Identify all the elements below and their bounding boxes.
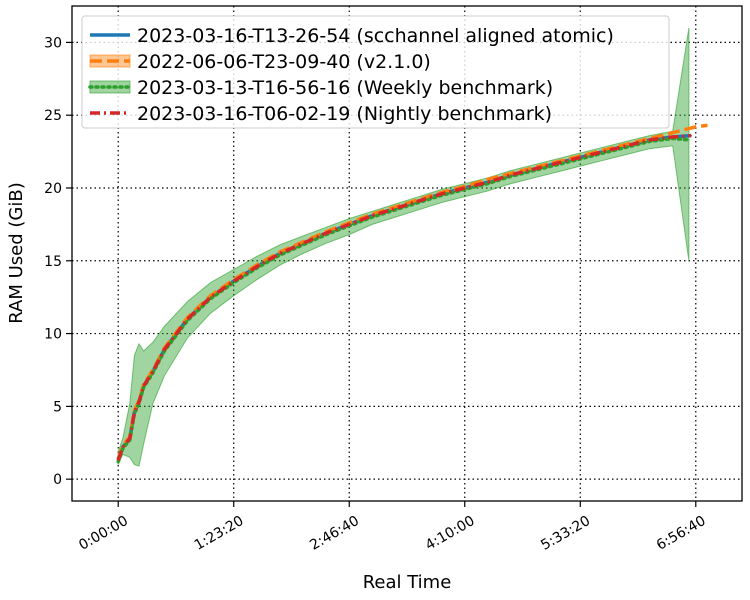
series-1-point bbox=[625, 143, 628, 145]
legend: 2023-03-16-T13-26-54 (scchannel aligned … bbox=[81, 15, 670, 129]
series-3-point bbox=[625, 145, 628, 147]
series-3-point bbox=[690, 135, 692, 137]
legend-label-0: 2023-03-16-T13-26-54 (scchannel aligned … bbox=[137, 25, 614, 47]
series-2-point bbox=[371, 216, 373, 218]
series-3-point bbox=[579, 156, 581, 158]
series-3-point bbox=[464, 187, 466, 189]
series-3-point bbox=[672, 136, 674, 138]
confidence-bands bbox=[117, 27, 690, 467]
series-3-point bbox=[533, 168, 535, 170]
series-3-point bbox=[348, 223, 350, 225]
series-3-point bbox=[602, 151, 605, 153]
series-2-point bbox=[625, 146, 628, 148]
series-1-point bbox=[210, 295, 212, 297]
series-2-point bbox=[143, 386, 145, 388]
y-tick-label: 15 bbox=[44, 254, 62, 270]
series-lines bbox=[116, 123, 708, 464]
series-3-point bbox=[133, 411, 135, 413]
series-3-point bbox=[163, 349, 165, 351]
series-2-point bbox=[233, 282, 235, 284]
series-2-point bbox=[394, 209, 396, 211]
y-tick-label: 0 bbox=[53, 472, 62, 488]
series-1-point bbox=[487, 178, 489, 180]
series-3-point bbox=[510, 174, 512, 176]
legend-box bbox=[81, 15, 670, 129]
series-3-point bbox=[152, 370, 154, 372]
series-3-point bbox=[138, 401, 140, 403]
series-3-point bbox=[122, 446, 124, 448]
y-tick-label: 30 bbox=[44, 35, 62, 51]
series-3-point bbox=[143, 385, 145, 387]
series-2-band bbox=[117, 27, 690, 467]
plot-area-frame bbox=[71, 5, 743, 502]
series-3-point bbox=[556, 162, 558, 164]
series-2-point bbox=[279, 254, 281, 256]
series-2-point bbox=[186, 319, 189, 322]
legend-label-3: 2023-03-16-T06-02-19 (Nightly benchmark) bbox=[137, 103, 552, 125]
series-1-point bbox=[672, 132, 674, 134]
series-3-point bbox=[325, 232, 327, 234]
y-tick-label: 20 bbox=[44, 181, 62, 197]
series-3-point bbox=[371, 215, 373, 217]
series-2-point bbox=[210, 298, 212, 300]
y-tick-label: 10 bbox=[44, 327, 62, 343]
series-2-point bbox=[487, 183, 489, 185]
series-2-point bbox=[122, 448, 124, 450]
x-axis-label: Real Time bbox=[363, 572, 452, 593]
series-3-point bbox=[441, 193, 443, 195]
series-3-point bbox=[649, 139, 651, 141]
y-axis-label: RAM Used (GiB) bbox=[6, 182, 27, 323]
series-1-point bbox=[394, 206, 396, 208]
series-3-point bbox=[256, 266, 258, 268]
legend-label-2: 2023-03-13-T16-56-16 (Weekly benchmark) bbox=[137, 77, 553, 99]
series-2-point bbox=[117, 461, 119, 463]
legend-label-1: 2022-06-06-T23-09-40 (v2.1.0) bbox=[137, 51, 431, 73]
series-3-point bbox=[186, 318, 189, 320]
series-2-point bbox=[602, 152, 605, 154]
series-1-point bbox=[706, 124, 708, 126]
series-1-point bbox=[302, 241, 304, 243]
series-1-point bbox=[510, 172, 512, 174]
series-2-point bbox=[302, 244, 304, 246]
series-3-point bbox=[394, 207, 396, 209]
series-1-point bbox=[695, 126, 697, 128]
series-3-point bbox=[487, 181, 489, 183]
series-3-point bbox=[129, 437, 131, 439]
series-3-point bbox=[233, 280, 235, 282]
series-2-point bbox=[688, 139, 690, 141]
series-2-point bbox=[510, 175, 512, 177]
series-3-point bbox=[279, 252, 281, 255]
y-tick-label: 25 bbox=[44, 108, 62, 124]
series-3-point bbox=[418, 200, 420, 202]
series-3-point bbox=[210, 296, 212, 298]
series-3-point bbox=[117, 459, 119, 461]
series-3-point bbox=[302, 242, 304, 244]
y-tick-label: 5 bbox=[53, 399, 62, 415]
